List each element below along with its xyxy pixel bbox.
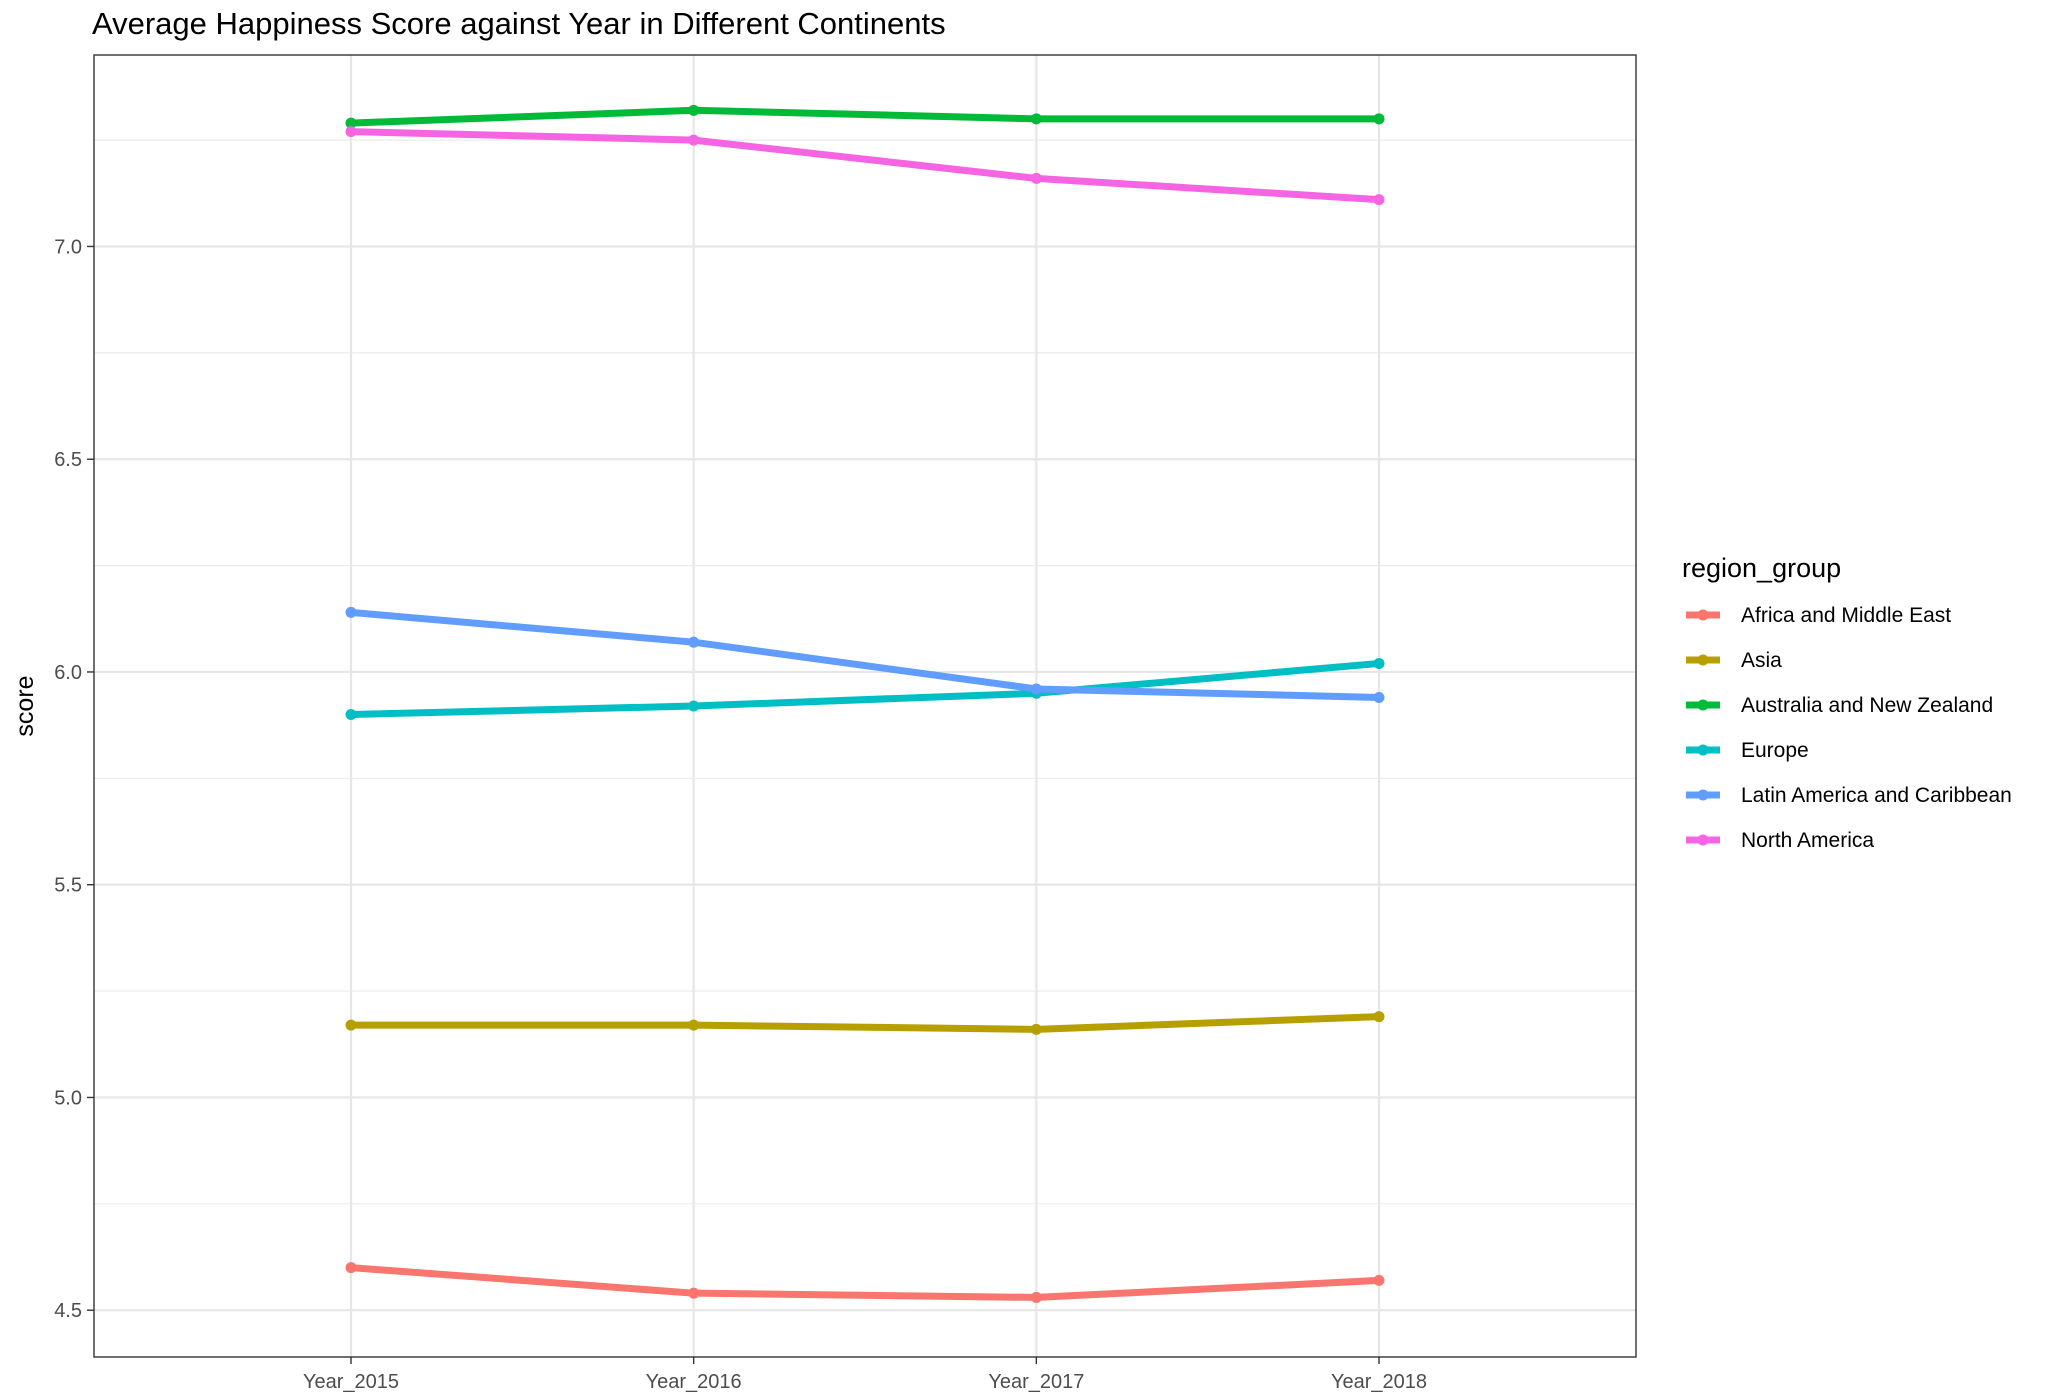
data-point-asia	[345, 1019, 357, 1031]
legend-label-europe: Europe	[1741, 739, 1809, 762]
series-line-asia	[351, 1013, 1380, 1033]
legend-label-north-america: North America	[1741, 829, 1874, 852]
data-point-africa-and-middle-east	[688, 1287, 700, 1299]
legend-label-australia-and-new-zealand: Australia and New Zealand	[1741, 694, 1993, 717]
legend-key-point	[1697, 654, 1709, 666]
legend-key-asia	[1686, 654, 1720, 666]
legend-label-latin-america-and-caribbean: Latin America and Caribbean	[1741, 784, 2012, 807]
series-australia-and-new-zealand	[345, 104, 1385, 129]
data-point-australia-and-new-zealand	[1373, 113, 1385, 125]
data-point-africa-and-middle-east	[1373, 1274, 1385, 1286]
legend-key-point	[1697, 744, 1709, 756]
series-lines	[345, 104, 1385, 1303]
data-point-north-america	[1030, 172, 1042, 184]
data-point-north-america	[345, 126, 357, 138]
data-point-north-america	[688, 134, 700, 146]
chart-title: Average Happiness Score against Year in …	[92, 6, 946, 41]
legend-title: region_group	[1682, 553, 1841, 583]
legend-label-asia: Asia	[1741, 649, 1782, 672]
legend-key-europe	[1686, 744, 1720, 756]
data-point-australia-and-new-zealand	[1030, 113, 1042, 125]
data-point-asia	[688, 1019, 700, 1031]
legend-key-point	[1697, 699, 1709, 711]
legend-key-latin-america-and-caribbean	[1686, 789, 1720, 801]
series-line-europe	[350, 659, 1380, 719]
series-line-australia-and-new-zealand	[350, 106, 1379, 127]
legend: Africa and Middle East Asia Australia and …	[1686, 604, 2012, 852]
legend-key-north-america	[1686, 834, 1720, 846]
legend-key-africa-and-middle-east	[1686, 609, 1720, 621]
x-tick-label: Year_2016	[646, 1371, 742, 1393]
data-point-australia-and-new-zealand	[345, 117, 357, 129]
series-line-north-america	[350, 128, 1380, 204]
y-tick-label: 6.5	[54, 449, 82, 471]
x-tick-label: Year_2018	[1331, 1371, 1427, 1393]
data-point-north-america	[1373, 194, 1385, 206]
legend-key-point	[1697, 834, 1709, 846]
data-point-europe	[688, 700, 700, 712]
data-point-australia-and-new-zealand	[688, 104, 700, 116]
data-point-latin-america-and-caribbean	[1373, 691, 1385, 703]
y-tick-label: 7.0	[54, 236, 82, 258]
series-latin-america-and-caribbean	[345, 606, 1385, 703]
plot-border	[93, 54, 1637, 1358]
legend-label-africa-and-middle-east: Africa and Middle East	[1741, 604, 1951, 627]
data-point-europe	[345, 709, 357, 721]
data-point-africa-and-middle-east	[1030, 1291, 1042, 1303]
y-tick-label: 5.0	[54, 1087, 82, 1109]
legend-key-australia-and-new-zealand	[1686, 699, 1720, 711]
series-asia	[345, 1011, 1385, 1035]
y-axis-title: score	[11, 675, 39, 736]
data-point-europe	[1373, 657, 1385, 669]
series-line-latin-america-and-caribbean	[350, 608, 1380, 701]
series-africa-and-middle-east	[345, 1262, 1385, 1303]
data-point-latin-america-and-caribbean	[345, 606, 357, 618]
plot-panel	[93, 54, 1637, 1358]
series-europe	[345, 657, 1385, 721]
series-line-africa-and-middle-east	[350, 1264, 1380, 1301]
plot-background	[94, 55, 1636, 1357]
axes: 4.5 5.0 5.5 6.0 6.5 7.0 Year_2015 Year_2016 Year…	[54, 236, 1427, 1393]
legend-key-point	[1697, 609, 1709, 621]
x-tick-label: Year_2017	[988, 1371, 1084, 1393]
data-point-latin-america-and-caribbean	[1030, 683, 1042, 695]
y-tick-label: 5.5	[54, 875, 82, 897]
series-north-america	[345, 126, 1385, 206]
y-tick-label: 6.0	[54, 662, 82, 684]
x-tick-label: Year_2015	[303, 1371, 399, 1393]
data-point-africa-and-middle-east	[345, 1262, 357, 1274]
data-point-asia	[1030, 1023, 1042, 1035]
data-point-asia	[1373, 1011, 1385, 1023]
legend-key-point	[1697, 789, 1709, 801]
y-tick-label: 4.5	[54, 1300, 82, 1322]
data-point-latin-america-and-caribbean	[688, 636, 700, 648]
